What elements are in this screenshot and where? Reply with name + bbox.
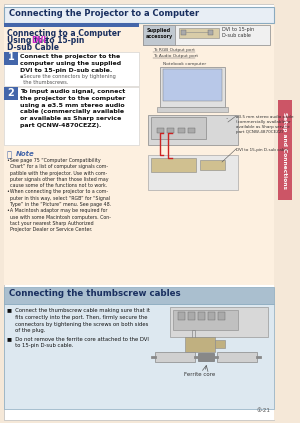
FancyBboxPatch shape: [4, 52, 139, 86]
FancyBboxPatch shape: [178, 128, 185, 133]
FancyBboxPatch shape: [148, 115, 238, 145]
Text: To RGB Output port: To RGB Output port: [153, 48, 195, 52]
Text: DVI to 15-pin
D-sub cable: DVI to 15-pin D-sub cable: [222, 27, 254, 38]
FancyBboxPatch shape: [4, 7, 274, 23]
Text: Notebook computer: Notebook computer: [163, 62, 206, 66]
Text: Connecting the Projector to a Computer: Connecting the Projector to a Computer: [9, 9, 199, 18]
FancyBboxPatch shape: [217, 352, 257, 362]
FancyBboxPatch shape: [151, 117, 206, 139]
FancyBboxPatch shape: [160, 67, 225, 107]
FancyBboxPatch shape: [4, 87, 18, 100]
FancyBboxPatch shape: [181, 30, 186, 35]
FancyBboxPatch shape: [143, 25, 270, 45]
FancyBboxPatch shape: [200, 160, 225, 170]
Text: Setup and Connections: Setup and Connections: [283, 112, 287, 189]
Text: To Audio Output port: To Audio Output port: [153, 54, 198, 58]
Text: ■  Connect the thumbscrew cable making sure that it
     fits correctly into the: ■ Connect the thumbscrew cable making su…: [7, 308, 150, 333]
FancyBboxPatch shape: [4, 23, 139, 27]
Text: 📝: 📝: [7, 150, 12, 159]
Text: ·: ·: [225, 116, 227, 122]
Text: Ferrite core: Ferrite core: [184, 372, 216, 377]
Text: Connect the projector to the
computer using the supplied
DVI to 15-pin D-sub cab: Connect the projector to the computer us…: [20, 54, 121, 73]
FancyBboxPatch shape: [198, 312, 205, 320]
Text: ①-21: ①-21: [256, 408, 270, 413]
FancyBboxPatch shape: [188, 128, 195, 133]
FancyBboxPatch shape: [4, 304, 274, 409]
Text: ø3.5 mm stereo audio cable
(commercially available or
available as Sharp service: ø3.5 mm stereo audio cable (commercially…: [236, 115, 293, 134]
FancyBboxPatch shape: [167, 128, 174, 133]
FancyBboxPatch shape: [274, 4, 296, 420]
FancyBboxPatch shape: [170, 307, 268, 337]
FancyBboxPatch shape: [151, 158, 196, 172]
FancyBboxPatch shape: [188, 312, 195, 320]
Text: Note: Note: [16, 151, 35, 157]
Text: DVI: DVI: [32, 36, 46, 45]
Text: 1: 1: [8, 52, 14, 63]
Text: DVI to 15-pin D-sub cable: DVI to 15-pin D-sub cable: [236, 148, 288, 152]
Text: 2: 2: [8, 88, 14, 97]
Text: Connecting to a Computer: Connecting to a Computer: [7, 29, 121, 38]
Text: Using the: Using the: [7, 36, 51, 45]
FancyBboxPatch shape: [157, 128, 164, 133]
Text: To input audio signal, connect
the projector to the computer
using a ø3.5 mm ste: To input audio signal, connect the proje…: [20, 89, 125, 128]
FancyBboxPatch shape: [4, 4, 274, 420]
FancyBboxPatch shape: [148, 155, 238, 190]
FancyBboxPatch shape: [179, 28, 219, 38]
FancyBboxPatch shape: [173, 310, 238, 330]
Text: Connecting the thumbscrew cables: Connecting the thumbscrew cables: [9, 289, 181, 298]
Text: D-sub Cable: D-sub Cable: [7, 43, 59, 52]
FancyBboxPatch shape: [4, 23, 274, 285]
FancyBboxPatch shape: [218, 312, 225, 320]
FancyBboxPatch shape: [155, 352, 195, 362]
FancyBboxPatch shape: [185, 337, 215, 352]
FancyBboxPatch shape: [215, 340, 225, 348]
FancyBboxPatch shape: [157, 107, 228, 112]
Text: ▪Secure the connectors by tightening
  the thumbscrews.: ▪Secure the connectors by tightening the…: [20, 74, 116, 85]
FancyBboxPatch shape: [4, 87, 139, 145]
FancyBboxPatch shape: [208, 312, 215, 320]
FancyBboxPatch shape: [178, 312, 185, 320]
FancyBboxPatch shape: [4, 52, 18, 65]
FancyBboxPatch shape: [163, 69, 222, 101]
Text: ■  Do not remove the ferrite core attached to the DVI
     to 15-pin D-sub cable: ■ Do not remove the ferrite core attache…: [7, 336, 149, 348]
FancyBboxPatch shape: [198, 353, 214, 361]
Text: to 15-pin: to 15-pin: [43, 36, 84, 45]
Text: Supplied
accessory: Supplied accessory: [146, 28, 172, 39]
Text: •See page 75 “Computer Compatibility
  Chart” for a list of computer signals com: •See page 75 “Computer Compatibility Cha…: [7, 158, 111, 232]
FancyBboxPatch shape: [143, 25, 175, 45]
FancyBboxPatch shape: [208, 30, 213, 35]
FancyBboxPatch shape: [4, 287, 274, 304]
FancyBboxPatch shape: [278, 100, 292, 200]
